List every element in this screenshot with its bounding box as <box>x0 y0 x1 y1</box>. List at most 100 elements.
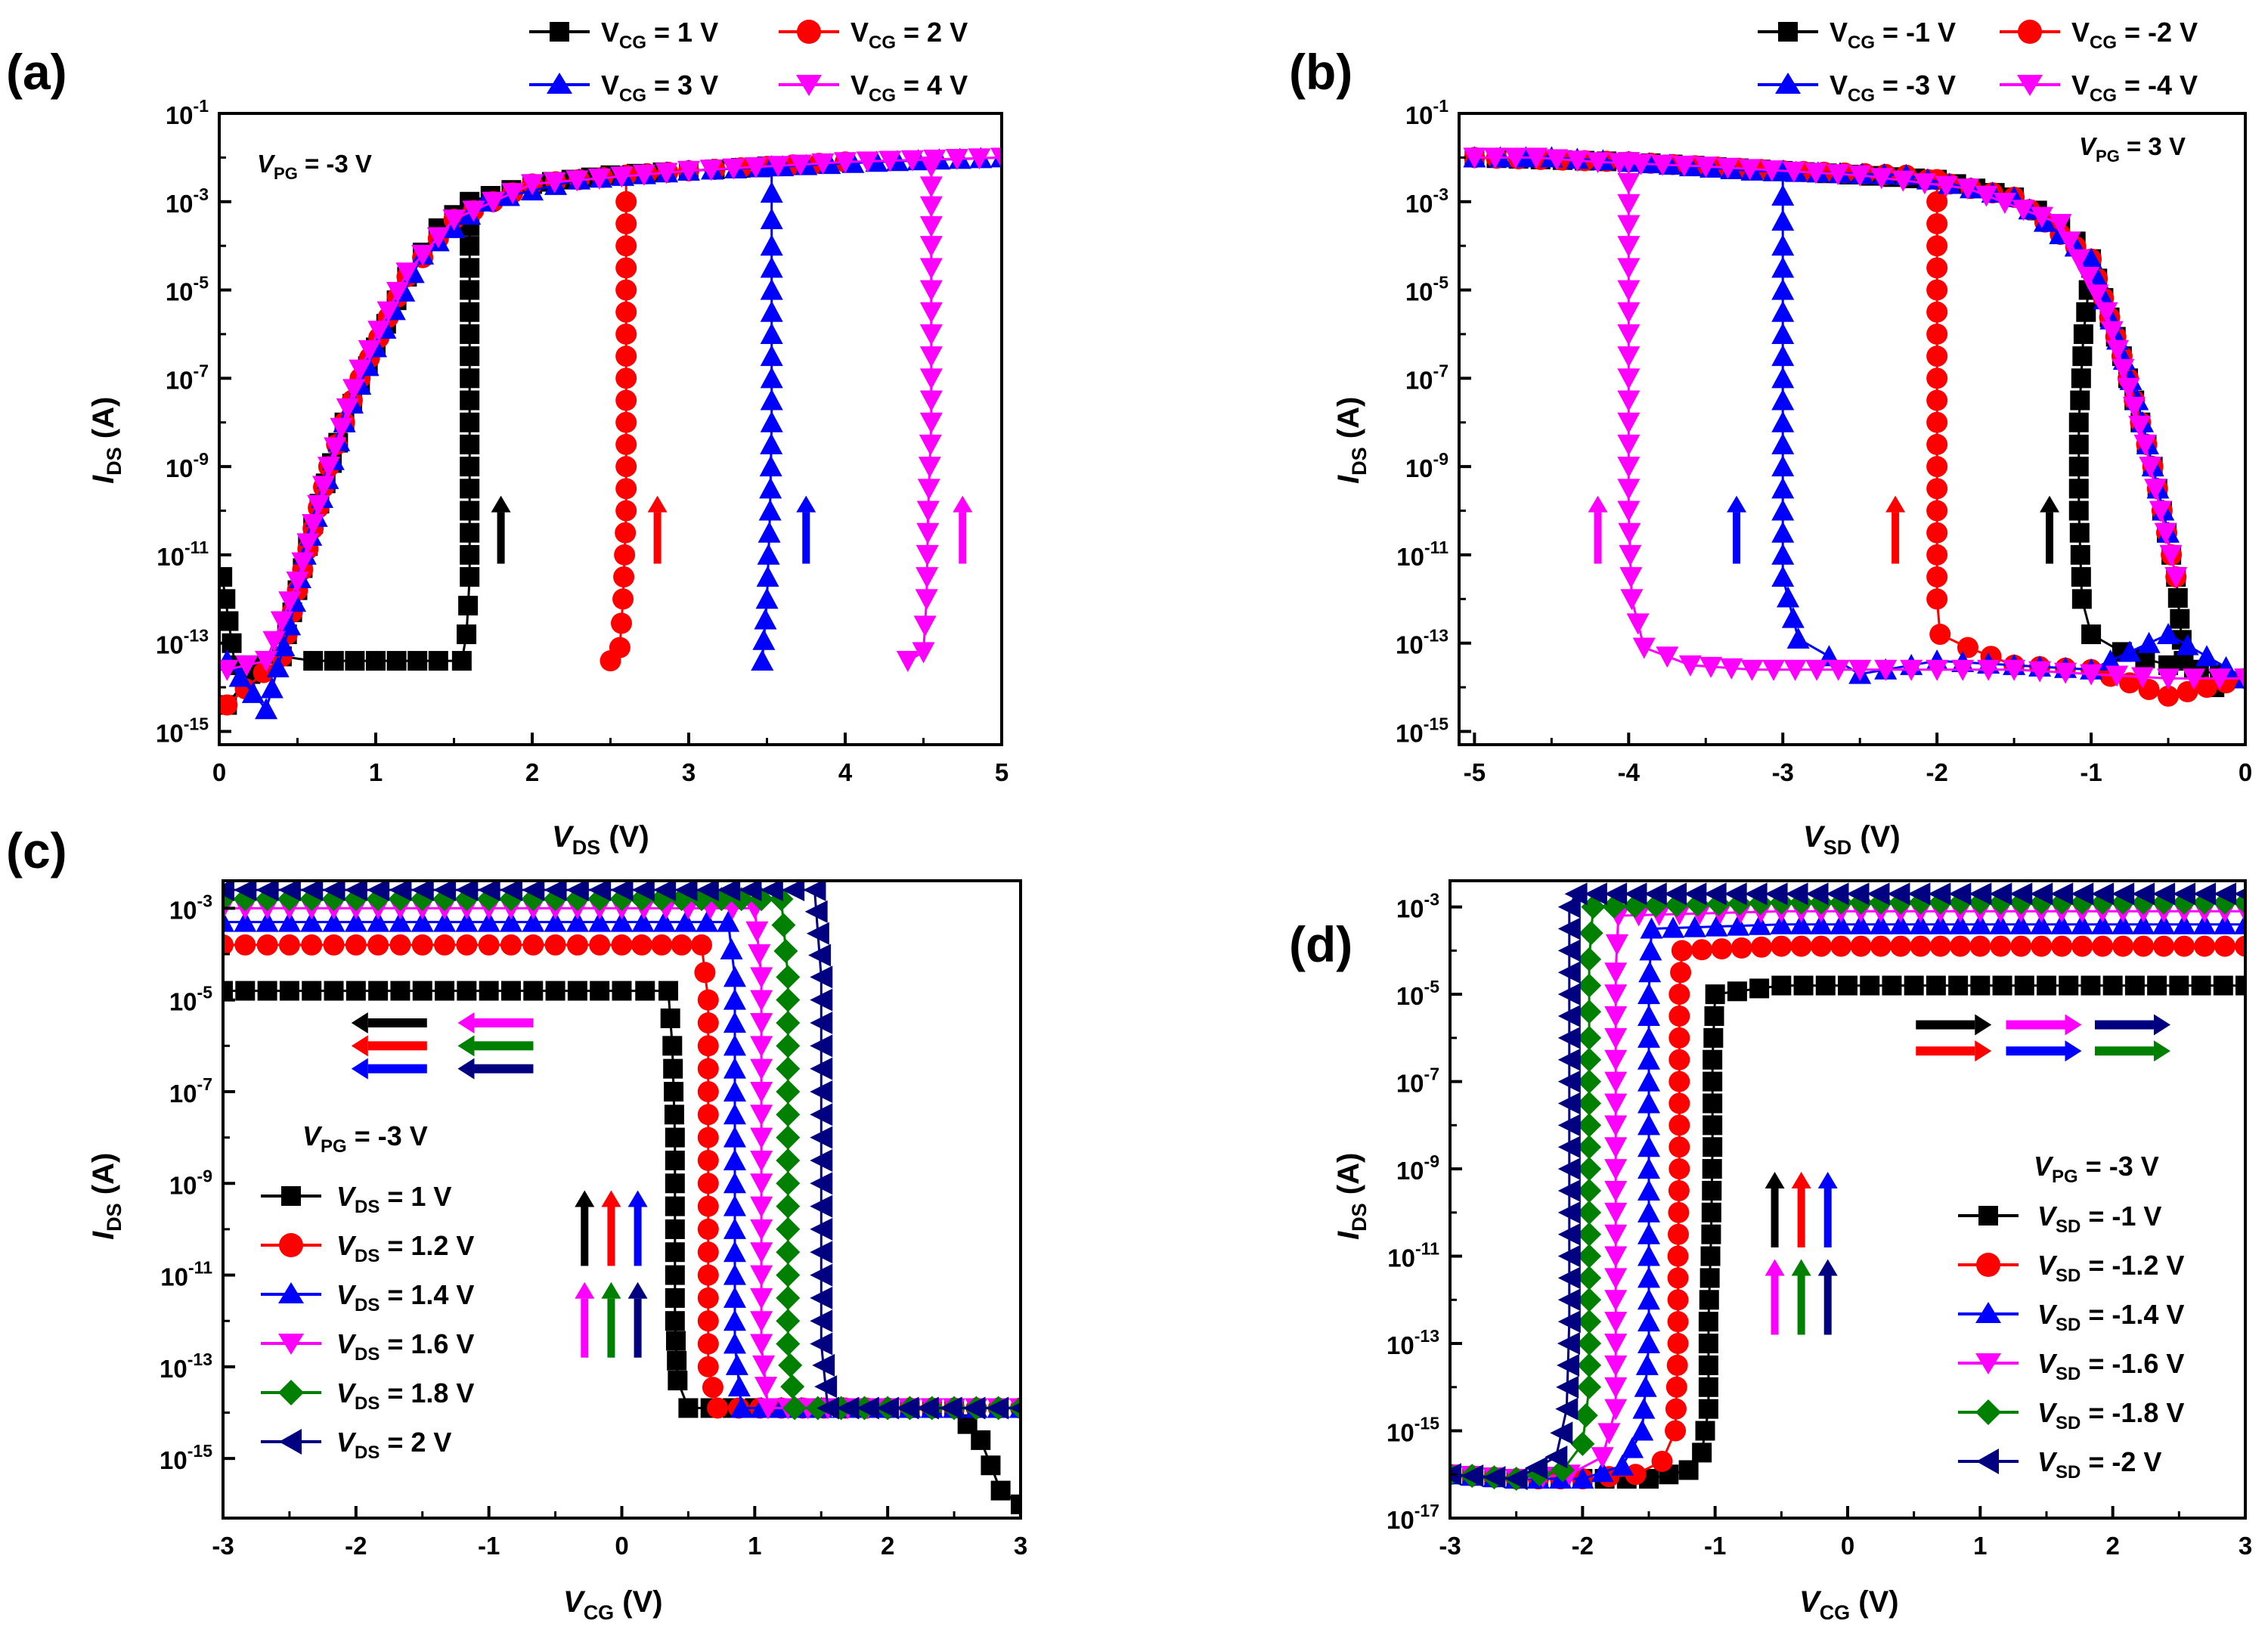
data-point <box>615 367 637 389</box>
data-point <box>674 881 698 902</box>
data-point <box>1771 935 1792 957</box>
data-point <box>2133 434 2157 456</box>
data-point <box>266 655 290 677</box>
data-point <box>1670 962 1692 984</box>
data-point <box>1771 322 1795 344</box>
data-point <box>1604 1246 1628 1268</box>
data-point <box>1637 1004 1660 1026</box>
data-point <box>755 587 779 609</box>
data-point <box>2076 302 2096 322</box>
data-point <box>2010 935 2032 957</box>
data-point <box>939 1396 962 1420</box>
data-point <box>2174 935 2195 957</box>
data-point <box>1604 882 1628 906</box>
legend: VDS = 1 V VDS = 1.2 V VDS = 1.4 V VDS = … <box>261 1181 474 1463</box>
data-point <box>1665 1420 1687 1442</box>
data-series <box>223 934 1021 1419</box>
data-point <box>1701 1202 1721 1222</box>
x-tick-label: -2 <box>1926 758 1947 786</box>
data-point <box>856 151 879 173</box>
data-point <box>1989 913 2012 934</box>
data-point <box>1904 975 1924 996</box>
data-point <box>462 200 485 222</box>
data-point <box>671 934 692 956</box>
data-point <box>500 934 522 956</box>
series-line <box>1474 156 2170 534</box>
data-point <box>760 256 783 278</box>
data-point <box>896 651 919 673</box>
y-tick-label: 10-11 <box>1387 1239 1439 1272</box>
data-point <box>367 881 390 902</box>
direction-arrow <box>1817 1172 1838 1248</box>
data-point <box>919 156 943 178</box>
data-point <box>651 934 673 956</box>
data-point <box>1830 935 1852 957</box>
data-point <box>717 910 740 932</box>
data-point <box>1584 882 1607 906</box>
svg-text:VCG = 2 V: VCG = 2 V <box>850 17 968 53</box>
data-point <box>2173 913 2196 934</box>
data-point <box>2149 500 2172 522</box>
data-point <box>615 433 637 455</box>
data-point <box>615 522 637 544</box>
svg-text:VDS = 2 V: VDS = 2 V <box>336 1427 451 1463</box>
x-tick-label: 0 <box>615 1532 628 1560</box>
data-point <box>2028 661 2052 683</box>
data-point <box>1771 975 1792 996</box>
data-point <box>2157 623 2180 645</box>
data-point <box>1771 184 1795 206</box>
legend-entry: VCG = 3 V <box>529 70 718 106</box>
data-point <box>256 881 279 902</box>
data-point <box>2080 664 2103 686</box>
data-point <box>615 323 637 345</box>
data-point <box>760 278 783 300</box>
data-point <box>1637 1136 1660 1157</box>
data-point <box>664 1081 684 1102</box>
data-point <box>324 651 344 671</box>
data-point <box>1703 882 1727 906</box>
data-point <box>1557 1353 1580 1377</box>
y-axis-label: IDS (A) <box>87 397 125 484</box>
svg-text:VCG = -1 V: VCG = -1 V <box>1830 17 1956 53</box>
direction-arrow <box>351 1012 427 1034</box>
data-point <box>697 1080 719 1102</box>
direction-arrows <box>1765 1014 2170 1335</box>
x-tick-label: -2 <box>1572 1532 1594 1560</box>
data-point <box>759 477 782 499</box>
data-point <box>665 1150 685 1170</box>
data-point <box>752 1355 776 1377</box>
data-point <box>919 434 942 456</box>
x-tick-label: -1 <box>1704 1532 1726 1560</box>
data-point <box>2122 396 2146 418</box>
data-point <box>1640 917 1663 939</box>
y-tick-label: 10-7 <box>1405 361 1448 394</box>
data-point <box>1631 1419 1654 1441</box>
data-point <box>1617 457 1641 479</box>
data-point <box>1577 1135 1602 1160</box>
legend-entry: VSD = -1.2 V <box>1958 1250 2184 1286</box>
data-point <box>235 981 256 1001</box>
data-point <box>750 1127 773 1149</box>
data-point <box>1637 1070 1660 1092</box>
direction-arrow <box>2006 1014 2082 1036</box>
data-point <box>1463 147 1486 169</box>
data-point <box>1727 981 1747 1002</box>
data-point <box>1011 1494 1021 1514</box>
svg-text:VSD = -1 V: VSD = -1 V <box>2037 1201 2161 1237</box>
data-point <box>460 280 480 300</box>
data-point <box>2070 390 2090 411</box>
data-point <box>1557 1288 1581 1312</box>
data-point <box>1867 882 1890 906</box>
data-point <box>913 615 937 637</box>
data-point <box>723 1103 746 1125</box>
data-point <box>1692 1442 1712 1463</box>
data-point <box>613 566 635 588</box>
data-point <box>1948 975 1969 996</box>
direction-arrow <box>1916 1040 1992 1062</box>
data-point <box>2031 935 2053 957</box>
data-point <box>760 432 783 454</box>
panel-c: (c) -3 -2 -1 0 1 2 3 10-15 10-13 10-11 10-9 10-7 10-… <box>6 823 1027 1624</box>
data-point <box>2009 913 2033 934</box>
data-point <box>810 1148 833 1172</box>
